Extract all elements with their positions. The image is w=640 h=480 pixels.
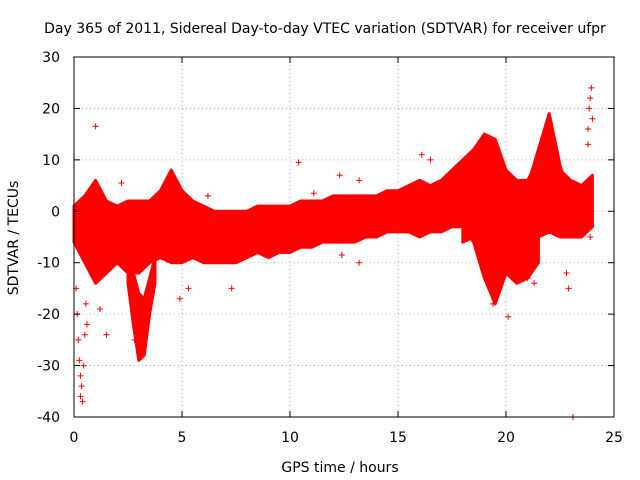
data-point [96, 306, 103, 312]
data-point [103, 331, 110, 338]
data-point [524, 275, 531, 282]
data-point [76, 357, 83, 364]
data-point [586, 105, 593, 112]
data-point [77, 372, 84, 379]
data-point [356, 259, 363, 266]
y-axis-label: SDTVAR / TECUs [6, 181, 22, 296]
data-point [118, 180, 125, 186]
x-tick-label: 20 [497, 430, 515, 446]
data-point [578, 228, 585, 235]
data-band-0 [72, 132, 594, 285]
data-point [338, 252, 345, 258]
data-band-2 [450, 112, 573, 306]
data-point [356, 177, 363, 184]
y-tick-label: -20 [37, 307, 60, 323]
data-point [427, 156, 434, 163]
plot-border [73, 56, 615, 418]
data-point [228, 285, 235, 292]
data-band-3 [461, 178, 540, 285]
data-point [81, 331, 88, 338]
data-band-1 [126, 250, 157, 362]
y-tick-label: 20 [42, 101, 60, 117]
data-point [563, 270, 570, 276]
data-point [565, 285, 572, 292]
data-point [585, 141, 592, 148]
data-point [92, 123, 99, 130]
data-point [77, 393, 84, 400]
data-point [79, 398, 86, 405]
axis-ticks: 0 5 10 15 20 25 -40 -30 -20 -10 0 10 20 30 [37, 50, 623, 446]
x-tick-label: 15 [389, 430, 407, 446]
data-point [75, 336, 82, 343]
x-axis-label: GPS time / hours [281, 460, 398, 476]
data-point [82, 300, 89, 307]
data-point [589, 115, 596, 122]
y-tick-label: 10 [42, 153, 60, 169]
data-point [490, 300, 497, 307]
data-point [336, 172, 343, 179]
y-tick-label: 0 [51, 204, 60, 220]
data-marks [72, 84, 596, 420]
data-point [295, 159, 302, 166]
data-point [78, 383, 85, 390]
chart-title: Day 365 of 2011, Sidereal Day-to-day VTE… [44, 21, 606, 37]
data-point [131, 336, 138, 343]
data-point [505, 313, 512, 320]
data-point [418, 151, 425, 158]
data-point [587, 234, 594, 240]
data-point [80, 362, 87, 369]
data-point [185, 285, 192, 292]
y-tick-label: -40 [37, 410, 60, 426]
data-point [585, 126, 592, 132]
x-tick-label: 5 [178, 430, 187, 446]
y-tick-label: -30 [37, 359, 60, 375]
x-tick-label: 25 [605, 430, 623, 446]
data-point [587, 95, 594, 102]
data-point [204, 192, 211, 199]
y-tick-label: -10 [37, 256, 60, 272]
data-point [310, 190, 317, 197]
data-point [588, 84, 595, 91]
data-point [176, 295, 183, 302]
x-tick-label: 0 [70, 430, 79, 446]
data-point [83, 321, 90, 328]
data-point [531, 280, 538, 287]
x-tick-label: 10 [281, 430, 299, 446]
y-tick-label: 30 [42, 50, 60, 66]
